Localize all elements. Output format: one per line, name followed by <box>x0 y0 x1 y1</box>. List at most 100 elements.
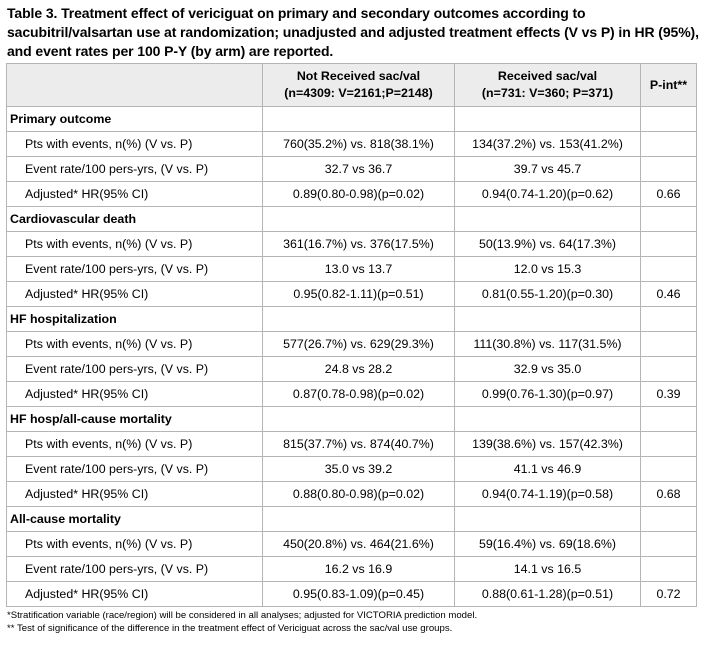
section-title: HF hosp/all-cause mortality <box>6 406 263 432</box>
received-value: 50(13.9%) vs. 64(17.3%) <box>454 231 641 257</box>
table-row: Adjusted* HR(95% CI) 0.88(0.80-0.98)(p=0.… <box>6 481 697 507</box>
section-empty-cell <box>262 406 455 432</box>
p-int-value: 0.68 <box>640 481 697 507</box>
section-empty-cell <box>640 406 697 432</box>
table-row: Pts with events, n(%) (V vs. P) 577(26.7%… <box>6 331 697 357</box>
received-value: 41.1 vs 46.9 <box>454 456 641 482</box>
section-empty-cell <box>454 506 641 532</box>
table-row: Event rate/100 pers-yrs, (V vs. P) 32.7 v… <box>6 156 697 182</box>
section-row: HF hosp/all-cause mortality <box>6 406 697 432</box>
row-label: Event rate/100 pers-yrs, (V vs. P) <box>6 456 263 482</box>
row-label: Pts with events, n(%) (V vs. P) <box>6 331 263 357</box>
header-not-received-line1: Not Received sac/val <box>296 69 421 83</box>
not-received-value: 577(26.7%) vs. 629(29.3%) <box>262 331 455 357</box>
table-row: Event rate/100 pers-yrs, (V vs. P) 24.8 v… <box>6 356 697 382</box>
received-value: 32.9 vs 35.0 <box>454 356 641 382</box>
header-not-received-line2: (n=4309: V=2161;P=2148) <box>284 86 433 100</box>
table-row: Pts with events, n(%) (V vs. P) 361(16.7%… <box>6 231 697 257</box>
p-int-value <box>640 131 697 157</box>
received-value: 134(37.2%) vs. 153(41.2%) <box>454 131 641 157</box>
p-int-value <box>640 156 697 182</box>
not-received-value: 0.88(0.80-0.98)(p=0.02) <box>262 481 455 507</box>
table-row: Pts with events, n(%) (V vs. P) 815(37.7%… <box>6 431 697 457</box>
table-row: Adjusted* HR(95% CI) 0.87(0.78-0.98)(p=0.… <box>6 381 697 407</box>
section-empty-cell <box>454 406 641 432</box>
section-empty-cell <box>262 306 455 332</box>
header-not-received: Not Received sac/val (n=4309: V=2161;P=2… <box>262 63 455 107</box>
header-empty-cell <box>6 63 263 107</box>
section-empty-cell <box>262 206 455 232</box>
not-received-value: 0.87(0.78-0.98)(p=0.02) <box>262 381 455 407</box>
row-label: Adjusted* HR(95% CI) <box>6 181 263 207</box>
received-value: 111(30.8%) vs. 117(31.5%) <box>454 331 641 357</box>
row-label: Adjusted* HR(95% CI) <box>6 481 263 507</box>
section-empty-cell <box>454 206 641 232</box>
p-int-value: 0.46 <box>640 281 697 307</box>
received-value: 0.81(0.55-1.20)(p=0.30) <box>454 281 641 307</box>
section-empty-cell <box>454 306 641 332</box>
row-label: Adjusted* HR(95% CI) <box>6 281 263 307</box>
table-row: Adjusted* HR(95% CI) 0.95(0.82-1.11)(p=0.… <box>6 281 697 307</box>
section-empty-cell <box>640 206 697 232</box>
table-title: Table 3. Treatment effect of vericiguat … <box>7 5 699 59</box>
row-label: Event rate/100 pers-yrs, (V vs. P) <box>6 556 263 582</box>
not-received-value: 0.95(0.82-1.11)(p=0.51) <box>262 281 455 307</box>
section-row: All-cause mortality <box>6 506 697 532</box>
table-row: Adjusted* HR(95% CI) 0.95(0.83-1.09)(p=0.… <box>6 581 697 607</box>
table-row: Adjusted* HR(95% CI) 0.89(0.80-0.98)(p=0.… <box>6 181 697 207</box>
section-empty-cell <box>454 106 641 132</box>
p-int-value <box>640 556 697 582</box>
row-label: Event rate/100 pers-yrs, (V vs. P) <box>6 356 263 382</box>
received-value: 0.88(0.61-1.28)(p=0.51) <box>454 581 641 607</box>
section-title: Primary outcome <box>6 106 263 132</box>
p-int-value <box>640 456 697 482</box>
section-title: HF hospitalization <box>6 306 263 332</box>
row-label: Event rate/100 pers-yrs, (V vs. P) <box>6 256 263 282</box>
p-int-value <box>640 531 697 557</box>
section-empty-cell <box>640 506 697 532</box>
not-received-value: 16.2 vs 16.9 <box>262 556 455 582</box>
section-empty-cell <box>640 306 697 332</box>
p-int-value: 0.66 <box>640 181 697 207</box>
p-int-value <box>640 356 697 382</box>
received-value: 14.1 vs 16.5 <box>454 556 641 582</box>
header-p-int: P-int** <box>640 63 697 107</box>
table-row: Pts with events, n(%) (V vs. P) 760(35.2%… <box>6 131 697 157</box>
row-label: Pts with events, n(%) (V vs. P) <box>6 531 263 557</box>
p-int-value: 0.39 <box>640 381 697 407</box>
section-title: Cardiovascular death <box>6 206 263 232</box>
not-received-value: 361(16.7%) vs. 376(17.5%) <box>262 231 455 257</box>
not-received-value: 0.89(0.80-0.98)(p=0.02) <box>262 181 455 207</box>
received-value: 139(38.6%) vs. 157(42.3%) <box>454 431 641 457</box>
received-value: 12.0 vs 15.3 <box>454 256 641 282</box>
not-received-value: 760(35.2%) vs. 818(38.1%) <box>262 131 455 157</box>
section-empty-cell <box>262 106 455 132</box>
footnotes: *Stratification variable (race/region) w… <box>7 609 699 635</box>
section-empty-cell <box>262 506 455 532</box>
section-row: Primary outcome <box>6 106 697 132</box>
table-row: Pts with events, n(%) (V vs. P) 450(20.8%… <box>6 531 697 557</box>
not-received-value: 35.0 vs 39.2 <box>262 456 455 482</box>
p-int-value <box>640 256 697 282</box>
table-row: Event rate/100 pers-yrs, (V vs. P) 16.2 v… <box>6 556 697 582</box>
row-label: Pts with events, n(%) (V vs. P) <box>6 231 263 257</box>
p-int-value <box>640 431 697 457</box>
row-label: Pts with events, n(%) (V vs. P) <box>6 131 263 157</box>
not-received-value: 24.8 vs 28.2 <box>262 356 455 382</box>
not-received-value: 32.7 vs 36.7 <box>262 156 455 182</box>
p-int-value <box>640 331 697 357</box>
header-received: Received sac/val (n=731: V=360; P=371) <box>454 63 641 107</box>
table-header-row: Not Received sac/val (n=4309: V=2161;P=2… <box>6 63 697 107</box>
document-page: Table 3. Treatment effect of vericiguat … <box>6 4 699 635</box>
received-value: 0.94(0.74-1.20)(p=0.62) <box>454 181 641 207</box>
section-row: Cardiovascular death <box>6 206 697 232</box>
received-value: 59(16.4%) vs. 69(18.6%) <box>454 531 641 557</box>
section-empty-cell <box>640 106 697 132</box>
row-label: Pts with events, n(%) (V vs. P) <box>6 431 263 457</box>
row-label: Event rate/100 pers-yrs, (V vs. P) <box>6 156 263 182</box>
not-received-value: 13.0 vs 13.7 <box>262 256 455 282</box>
table-row: Event rate/100 pers-yrs, (V vs. P) 13.0 v… <box>6 256 697 282</box>
not-received-value: 815(37.7%) vs. 874(40.7%) <box>262 431 455 457</box>
header-received-line2: (n=731: V=360; P=371) <box>481 86 614 100</box>
footnote-stratification: *Stratification variable (race/region) w… <box>7 610 478 621</box>
